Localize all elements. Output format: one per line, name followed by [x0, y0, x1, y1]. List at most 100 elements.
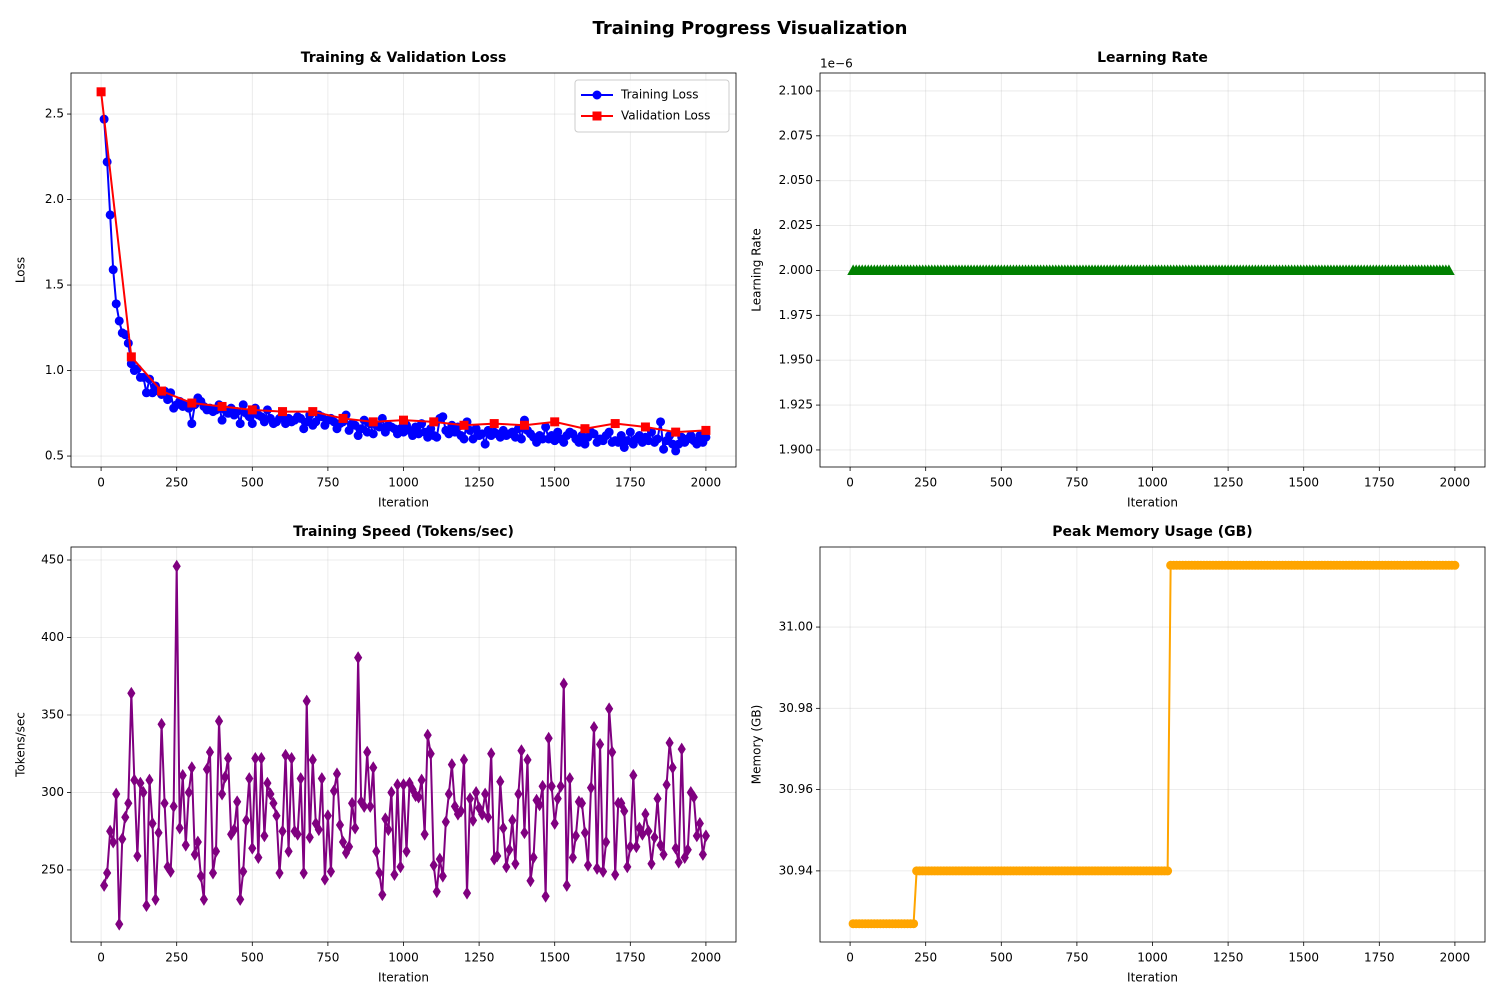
marker	[184, 786, 193, 799]
y-axis-label: Learning Rate	[750, 228, 764, 311]
marker	[640, 422, 650, 432]
x-tick-label: 1000	[388, 476, 419, 490]
y-tick-label: 1.975	[779, 308, 813, 322]
marker	[351, 821, 360, 835]
marker	[432, 432, 442, 442]
x-tick-label: 1500	[539, 951, 570, 965]
marker	[429, 858, 438, 872]
marker	[106, 824, 115, 838]
legend-label: Training Loss	[620, 88, 698, 102]
marker	[157, 386, 167, 396]
marker	[653, 434, 663, 444]
x-tick-label: 0	[846, 476, 854, 490]
marker	[450, 799, 460, 813]
marker	[625, 427, 635, 437]
marker	[683, 843, 692, 857]
marker	[278, 407, 288, 417]
marker	[187, 761, 196, 775]
y-tick-label: 2.000	[779, 263, 813, 277]
x-tick-label: 1750	[615, 476, 646, 490]
marker	[671, 427, 681, 437]
marker	[178, 768, 187, 782]
y-axis-label: Tokens/sec	[14, 712, 28, 778]
y-tick-label: 1.950	[779, 353, 813, 367]
marker	[438, 412, 448, 422]
marker	[650, 830, 659, 844]
x-tick-label: 1750	[1364, 951, 1395, 965]
plot-area	[100, 559, 711, 931]
marker	[565, 772, 574, 785]
marker	[247, 405, 257, 415]
y-tick-label: 450	[41, 553, 64, 567]
y-tick-label: 2.075	[779, 128, 813, 142]
marker	[674, 855, 683, 869]
marker	[175, 821, 184, 835]
x-axis-label: Iteration	[378, 496, 429, 510]
legend-marker	[592, 111, 602, 121]
marker	[701, 425, 711, 435]
y-tick-label: 1.0	[45, 363, 64, 377]
marker	[320, 872, 329, 886]
marker	[393, 778, 402, 792]
marker	[481, 787, 490, 801]
marker	[363, 745, 372, 759]
x-tick-label: 1750	[615, 951, 646, 965]
marker	[323, 809, 332, 823]
x-tick-label: 1000	[388, 951, 419, 965]
x-axis-label: Iteration	[1127, 496, 1178, 510]
marker	[653, 792, 662, 806]
marker	[121, 810, 130, 824]
marker	[499, 821, 508, 835]
marker	[112, 787, 121, 801]
x-axis-label: Iteration	[1127, 971, 1178, 985]
marker	[668, 761, 677, 775]
axes-frame	[70, 72, 737, 468]
marker	[620, 804, 629, 818]
marker	[205, 745, 215, 759]
marker	[96, 87, 106, 97]
y-tick-label: 31.00	[779, 620, 813, 634]
marker	[103, 866, 112, 880]
marker	[544, 731, 553, 745]
marker	[139, 786, 148, 799]
marker	[508, 813, 517, 827]
plot-area	[847, 264, 1455, 275]
x-tick-label: 1750	[1364, 476, 1395, 490]
marker	[263, 776, 272, 790]
y-tick-label: 0.5	[45, 449, 64, 463]
x-tick-label: 500	[241, 951, 264, 965]
legend-marker	[592, 90, 602, 100]
marker	[616, 431, 626, 441]
marker	[211, 844, 221, 858]
marker	[586, 781, 596, 795]
x-tick-label: 500	[990, 476, 1013, 490]
marker	[629, 768, 638, 782]
marker	[199, 892, 209, 906]
marker	[100, 879, 109, 892]
x-tick-label: 0	[97, 476, 105, 490]
marker	[698, 848, 707, 861]
marker	[190, 848, 199, 861]
marker	[335, 818, 345, 832]
figure-title: Training Progress Visualization	[593, 18, 908, 39]
marker	[680, 851, 689, 864]
marker	[387, 786, 396, 799]
marker	[287, 751, 296, 765]
x-tick-label: 2000	[691, 951, 722, 965]
y-tick-label: 350	[41, 707, 64, 721]
marker	[692, 829, 701, 843]
marker	[126, 352, 136, 362]
marker	[338, 413, 348, 423]
marker	[338, 835, 348, 849]
marker	[1450, 560, 1460, 570]
marker	[598, 865, 608, 878]
marker	[671, 841, 680, 855]
y-tick-label: 1.925	[779, 398, 813, 412]
marker	[478, 807, 487, 821]
marker	[611, 868, 620, 882]
marker	[695, 817, 704, 830]
marker	[496, 775, 505, 789]
x-tick-label: 1500	[1288, 951, 1319, 965]
marker	[414, 790, 423, 804]
x-tick-label: 750	[316, 951, 339, 965]
